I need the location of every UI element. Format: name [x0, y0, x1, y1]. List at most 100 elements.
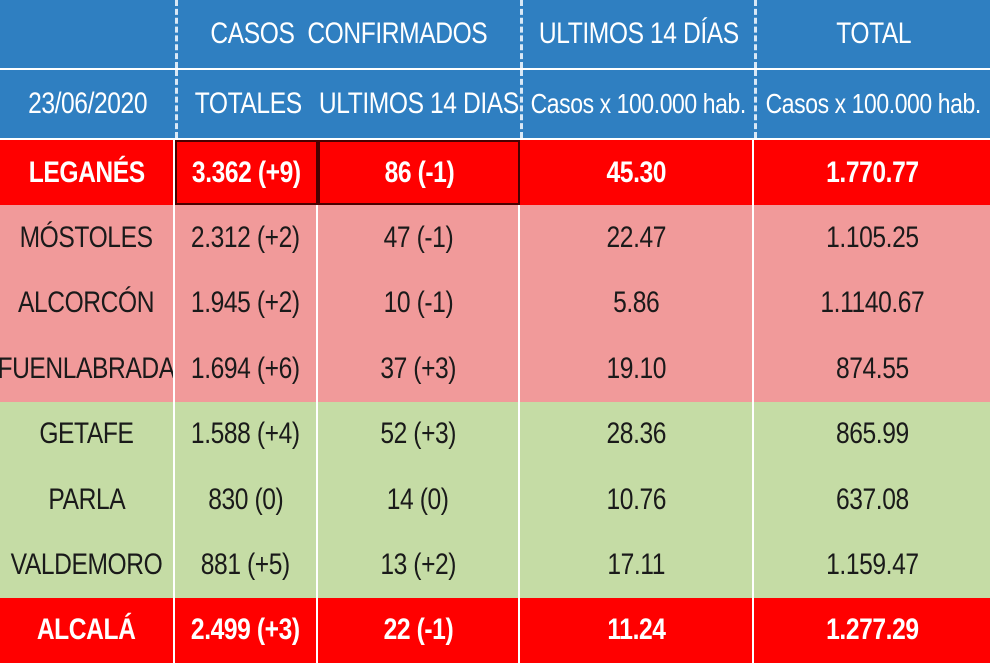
municipality-cell: GETAFE: [0, 401, 175, 467]
table-row: GETAFE 1.588 (+4) 52 (+3) 28.36 865.99: [0, 401, 990, 469]
municipality-cell-text: ALCALÁ: [37, 613, 136, 647]
ultimos-14-dias-cell: 13 (+2): [318, 532, 520, 598]
header-casos-100k-14d-label: Casos x 100.000 hab.: [530, 88, 747, 119]
municipality-cell-text: PARLA: [48, 482, 125, 516]
totales-cell: 1.945 (+2): [175, 270, 318, 337]
header-totales: TOTALES: [175, 70, 318, 138]
ultimos-14-dias-cell: 14 (0): [318, 467, 520, 533]
header-totales-label: TOTALES: [194, 87, 302, 120]
header-total-label: TOTAL: [836, 17, 911, 50]
incidence-14d-cell: 22.47: [520, 205, 754, 271]
header-date-label: 23/06/2020: [27, 87, 148, 120]
municipality-cell-text: FUENLABRADA: [0, 351, 175, 385]
ultimos-14-dias-cell: 47 (-1): [318, 205, 520, 271]
totales-cell-text: 830 (0): [207, 482, 284, 516]
incidence-14d-cell: 10.76: [520, 467, 754, 533]
header-casos-confirmados: CASOS CONFIRMADOS: [175, 0, 520, 68]
municipality-cell: VALDEMORO: [0, 532, 175, 598]
totales-cell-text: 3.362 (+9): [192, 155, 301, 189]
header-total: TOTAL: [754, 0, 990, 68]
totales-cell-text: 1.694 (+6): [191, 351, 300, 385]
header-casos-confirmados-label: CASOS CONFIRMADOS: [210, 17, 488, 50]
incidence-total-cell-text: 1.1140.67: [820, 286, 924, 320]
incidence-total-cell: 637.08: [754, 467, 990, 532]
totales-cell: 2.312 (+2): [175, 205, 318, 271]
municipality-cell-text: VALDEMORO: [10, 548, 163, 582]
table-row: LEGANÉS 3.362 (+9) 86 (-1) 45.30 1.770.77: [0, 140, 990, 208]
ultimos-14-dias-cell-text: 13 (+2): [380, 548, 456, 582]
header-ultimos-14-dias-label: ULTIMOS 14 DÍAS: [538, 17, 739, 50]
incidence-total-cell-text: 874.55: [835, 351, 909, 385]
incidence-total-cell-text: 1.277.29: [825, 613, 919, 647]
totales-cell-text: 2.312 (+2): [191, 221, 300, 255]
ultimos-14-dias-cell-text: 14 (0): [387, 482, 449, 516]
incidence-14d-cell: 5.86: [520, 270, 754, 337]
ultimos-14-dias-cell: 22 (-1): [318, 597, 520, 664]
municipality-cell-text: GETAFE: [39, 417, 134, 451]
table-row: ALCALÁ 2.499 (+3) 22 (-1) 11.24 1.277.29: [0, 597, 990, 665]
ultimos-14-dias-cell: 10 (-1): [318, 270, 520, 337]
ultimos-14-dias-cell: 52 (+3): [318, 401, 520, 467]
totales-cell-text: 1.588 (+4): [191, 417, 300, 451]
municipality-cell-text: MÓSTOLES: [20, 221, 153, 255]
table-row: ALCORCÓN 1.945 (+2) 10 (-1) 5.86 1.1140.67: [0, 270, 990, 339]
totales-cell-text: 881 (+5): [200, 548, 291, 582]
incidence-14d-cell-text: 17.11: [607, 548, 665, 582]
incidence-total-cell-text: 1.105.25: [825, 221, 919, 255]
totales-cell: 1.588 (+4): [175, 401, 318, 467]
table-row: FUENLABRADA 1.694 (+6) 37 (+3) 19.10 874.55: [0, 336, 990, 404]
municipality-cell: LEGANÉS: [0, 140, 175, 206]
ultimos-14-dias-cell-text: 10 (-1): [383, 286, 453, 320]
incidence-14d-cell: 19.10: [520, 336, 754, 402]
municipality-cell: MÓSTOLES: [0, 205, 175, 271]
incidence-14d-cell-text: 11.24: [606, 613, 666, 647]
header-casos-100k-14d: Casos x 100.000 hab.: [520, 70, 754, 138]
incidence-14d-cell-text: 28.36: [606, 417, 666, 451]
municipality-cell-text: LEGANÉS: [28, 155, 145, 189]
header-casos-100k-total-label: Casos x 100.000 hab.: [765, 88, 982, 119]
incidence-14d-cell-text: 19.10: [606, 351, 666, 385]
totales-cell-text: 2.499 (+3): [191, 613, 300, 647]
header-ultimos-14-dias-sub: ULTIMOS 14 DIAS: [318, 70, 520, 138]
incidence-14d-cell: 11.24: [520, 597, 754, 664]
header-casos-100k-total: Casos x 100.000 hab.: [754, 70, 990, 138]
municipality-cell: ALCORCÓN: [0, 270, 175, 337]
incidence-14d-cell: 17.11: [520, 532, 754, 598]
ultimos-14-dias-cell: 37 (+3): [318, 336, 520, 402]
header-ultimos-14-dias: ULTIMOS 14 DÍAS: [520, 0, 754, 68]
table-row: VALDEMORO 881 (+5) 13 (+2) 17.11 1.159.47: [0, 532, 990, 600]
incidence-14d-cell-text: 5.86: [612, 286, 660, 320]
header-row-1: CASOS CONFIRMADOS ULTIMOS 14 DÍAS TOTAL: [0, 0, 990, 68]
incidence-14d-cell: 28.36: [520, 401, 754, 467]
municipality-cell: ALCALÁ: [0, 597, 175, 664]
ultimos-14-dias-cell-text: 52 (+3): [380, 417, 456, 451]
totales-cell: 830 (0): [175, 467, 318, 533]
totales-cell: 1.694 (+6): [175, 336, 318, 402]
incidence-14d-cell-text: 45.30: [606, 155, 666, 189]
municipality-cell: PARLA: [0, 467, 175, 533]
municipality-cell-text: ALCORCÓN: [18, 286, 155, 320]
totales-cell: 3.362 (+9): [175, 140, 318, 206]
totales-cell: 881 (+5): [175, 532, 318, 598]
table-row: PARLA 830 (0) 14 (0) 10.76 637.08: [0, 467, 990, 535]
totales-cell-text: 1.945 (+2): [191, 286, 300, 320]
header-corner-cell: [0, 0, 175, 68]
incidence-total-cell: 865.99: [754, 402, 990, 467]
incidence-total-cell: 1.277.29: [754, 598, 990, 663]
incidence-total-cell: 1.105.25: [754, 205, 990, 270]
header-date: 23/06/2020: [0, 70, 175, 138]
incidence-total-cell: 1.1140.67: [754, 271, 990, 336]
incidence-total-cell: 1.770.77: [754, 140, 990, 205]
table-row: MÓSTOLES 2.312 (+2) 47 (-1) 22.47 1.105.25: [0, 205, 990, 273]
ultimos-14-dias-cell-text: 22 (-1): [383, 613, 453, 647]
incidence-total-cell: 1.159.47: [754, 532, 990, 597]
incidence-14d-cell-text: 10.76: [606, 482, 666, 516]
incidence-14d-cell: 45.30: [520, 140, 754, 206]
incidence-14d-cell-text: 22.47: [606, 221, 666, 255]
municipality-cell: FUENLABRADA: [0, 336, 175, 402]
incidence-total-cell-text: 865.99: [835, 417, 909, 451]
incidence-total-cell-text: 637.08: [835, 482, 909, 516]
incidence-total-cell: 874.55: [754, 336, 990, 401]
ultimos-14-dias-cell-text: 37 (+3): [380, 351, 456, 385]
